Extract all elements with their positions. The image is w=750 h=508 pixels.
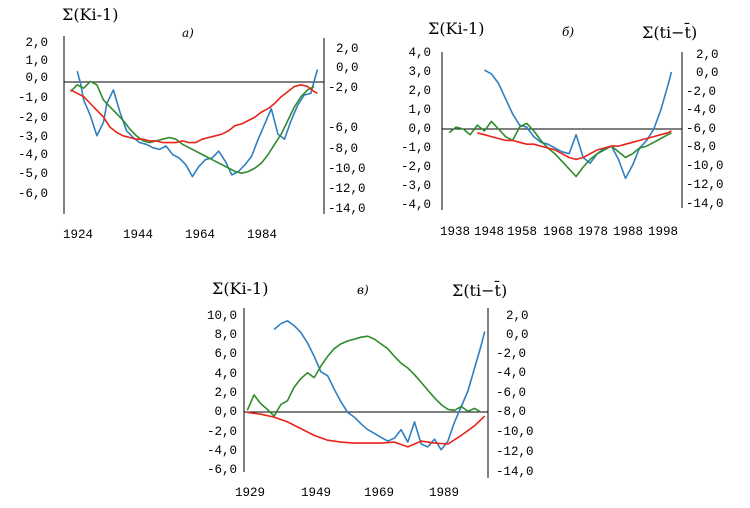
panel-a-left-tick: -2,0 xyxy=(18,111,48,125)
panel-b-right-tick: -4,0 xyxy=(686,103,716,117)
panel-a-series-red xyxy=(70,84,318,144)
panel-a-right-tick: -2,0 xyxy=(328,81,358,95)
panel-b-x-tick: 1998 xyxy=(648,225,678,239)
panel-a-left-tick: 1,0 xyxy=(25,54,48,68)
panel-c-right-tick: 2,0 xyxy=(506,309,529,323)
panel-b-left-tick: 3,0 xyxy=(408,65,431,79)
panel-b-right-tick: -2,0 xyxy=(686,85,716,99)
panel-b: Σ(Ki-1) б) Σ(ti−t̄) 4,0 3,0 2,0 1,0 0,0 … xyxy=(401,19,724,239)
panel-b-right-tick: -14,0 xyxy=(686,197,724,211)
panel-b-right-tick: -10,0 xyxy=(686,159,724,173)
panel-a-left-ylabel: Σ(Ki-1) xyxy=(62,5,118,24)
panel-b-left-tick: -3,0 xyxy=(401,179,431,193)
panel-c-series-green xyxy=(246,335,482,417)
panel-b-left-tick: -2,0 xyxy=(401,160,431,174)
panel-a-plot-area xyxy=(70,69,319,178)
panel-b-label: б) xyxy=(562,25,574,39)
panel-c-series-blue xyxy=(273,320,486,451)
panel-c-left-tick: -4,0 xyxy=(207,444,237,458)
panel-a-left-tick: 0,0 xyxy=(25,71,48,85)
panel-b-right-tick: 0,0 xyxy=(696,66,719,80)
panel-c-left-tick: -2,0 xyxy=(207,425,237,439)
panel-c-right-tick: -8,0 xyxy=(496,405,526,419)
panel-b-series-red xyxy=(477,130,672,161)
panel-c-left-tick: -6,0 xyxy=(207,463,237,477)
panel-b-left-tick: 2,0 xyxy=(408,84,431,98)
panel-a-left-tick: -4,0 xyxy=(18,148,48,162)
panel-b-right-ylabel: Σ(ti−t̄) xyxy=(642,21,697,42)
panel-a-x-tick: 1984 xyxy=(247,228,277,242)
panel-b-x-tick: 1988 xyxy=(613,225,643,239)
panel-b-left-tick: -1,0 xyxy=(401,141,431,155)
panel-a-right-tick: -6,0 xyxy=(328,121,358,135)
panel-b-right-tick: -12,0 xyxy=(686,178,724,192)
panel-b-series-blue xyxy=(484,69,673,180)
panel-c-ticks: 10,0 8,0 6,0 4,0 2,0 0,0 -2,0 -4,0 -6,0 … xyxy=(207,309,534,500)
panel-c-right-tick: -6,0 xyxy=(496,386,526,400)
panel-c-plot-area xyxy=(246,320,486,451)
panel-c-right-tick: -12,0 xyxy=(496,445,534,459)
panel-c-left-tick: 0,0 xyxy=(214,405,237,419)
panel-c-right-tick: -10,0 xyxy=(496,425,534,439)
panel-b-left-tick: 0,0 xyxy=(408,122,431,136)
panel-b-x-tick: 1958 xyxy=(507,225,537,239)
panel-c-right-tick: -4,0 xyxy=(496,366,526,380)
panel-a: Σ(Ki-1) а) 2,0 1,0 0,0 -1,0 -2,0 -3,0 -4… xyxy=(18,5,366,242)
panel-c-right-tick: -14,0 xyxy=(496,465,534,479)
panel-c-right-tick: -2,0 xyxy=(496,347,526,361)
panel-c-left-tick: 6,0 xyxy=(214,347,237,361)
panel-c-series-red xyxy=(247,411,486,448)
panel-a-right-tick: 2,0 xyxy=(336,42,359,56)
panel-b-left-tick: -4,0 xyxy=(401,198,431,212)
panel-c-right-ylabel: Σ(ti−t̄) xyxy=(452,279,507,300)
panel-c-left-tick: 8,0 xyxy=(214,328,237,342)
panel-a-right-tick: 0,0 xyxy=(336,61,359,75)
panel-b-series-green xyxy=(448,120,672,178)
panel-b-x-tick: 1978 xyxy=(578,225,608,239)
panel-b-x-tick: 1938 xyxy=(440,225,470,239)
panel-b-left-ylabel: Σ(Ki-1) xyxy=(428,19,484,38)
panel-a-x-tick: 1944 xyxy=(123,228,153,242)
panel-a-x-tick: 1924 xyxy=(63,228,93,242)
panel-a-right-tick: -10,0 xyxy=(328,162,366,176)
panel-a-left-tick: -1,0 xyxy=(18,91,48,105)
panel-b-right-tick: -8,0 xyxy=(686,140,716,154)
panel-c-left-tick: 4,0 xyxy=(214,367,237,381)
panel-c-left-tick: 2,0 xyxy=(214,386,237,400)
panel-c-x-tick: 1989 xyxy=(429,486,459,500)
panel-b-x-tick: 1968 xyxy=(543,225,573,239)
panel-b-left-tick: 4,0 xyxy=(408,46,431,60)
panel-a-right-tick: -8,0 xyxy=(328,142,358,156)
panel-a-series-green xyxy=(70,80,315,174)
panel-c-left-ylabel: Σ(Ki-1) xyxy=(212,279,268,298)
panel-b-left-tick: 1,0 xyxy=(408,103,431,117)
panel-a-left-tick: -6,0 xyxy=(18,187,48,201)
panel-c-x-tick: 1949 xyxy=(301,486,331,500)
panel-b-ticks: 4,0 3,0 2,0 1,0 0,0 -1,0 -2,0 -3,0 -4,0 … xyxy=(401,46,724,239)
panel-a-left-tick: -5,0 xyxy=(18,167,48,181)
panel-c: Σ(Ki-1) в) Σ(ti−t̄) 10,0 8,0 6,0 4,0 2,0… xyxy=(207,279,534,500)
panel-c-x-tick: 1929 xyxy=(235,486,265,500)
panel-b-right-tick: 2,0 xyxy=(696,48,719,62)
panel-c-label: в) xyxy=(357,283,369,297)
panel-a-label: а) xyxy=(182,26,194,40)
panel-a-left-tick: -3,0 xyxy=(18,130,48,144)
panel-a-left-tick: 2,0 xyxy=(25,36,48,50)
panel-c-x-tick: 1969 xyxy=(364,486,394,500)
panel-a-ticks: 2,0 1,0 0,0 -1,0 -2,0 -3,0 -4,0 -5,0 -6,… xyxy=(18,36,366,242)
panel-c-right-tick: 0,0 xyxy=(506,328,529,342)
panel-a-x-tick: 1964 xyxy=(185,228,215,242)
panel-a-series-blue xyxy=(76,69,319,178)
panel-a-right-tick: -12,0 xyxy=(328,182,366,196)
panel-c-left-tick: 10,0 xyxy=(207,309,237,323)
panel-a-right-tick: -14,0 xyxy=(328,202,366,216)
panel-b-plot-area xyxy=(448,69,673,180)
panel-b-x-tick: 1948 xyxy=(474,225,504,239)
panel-b-right-tick: -6,0 xyxy=(686,122,716,136)
